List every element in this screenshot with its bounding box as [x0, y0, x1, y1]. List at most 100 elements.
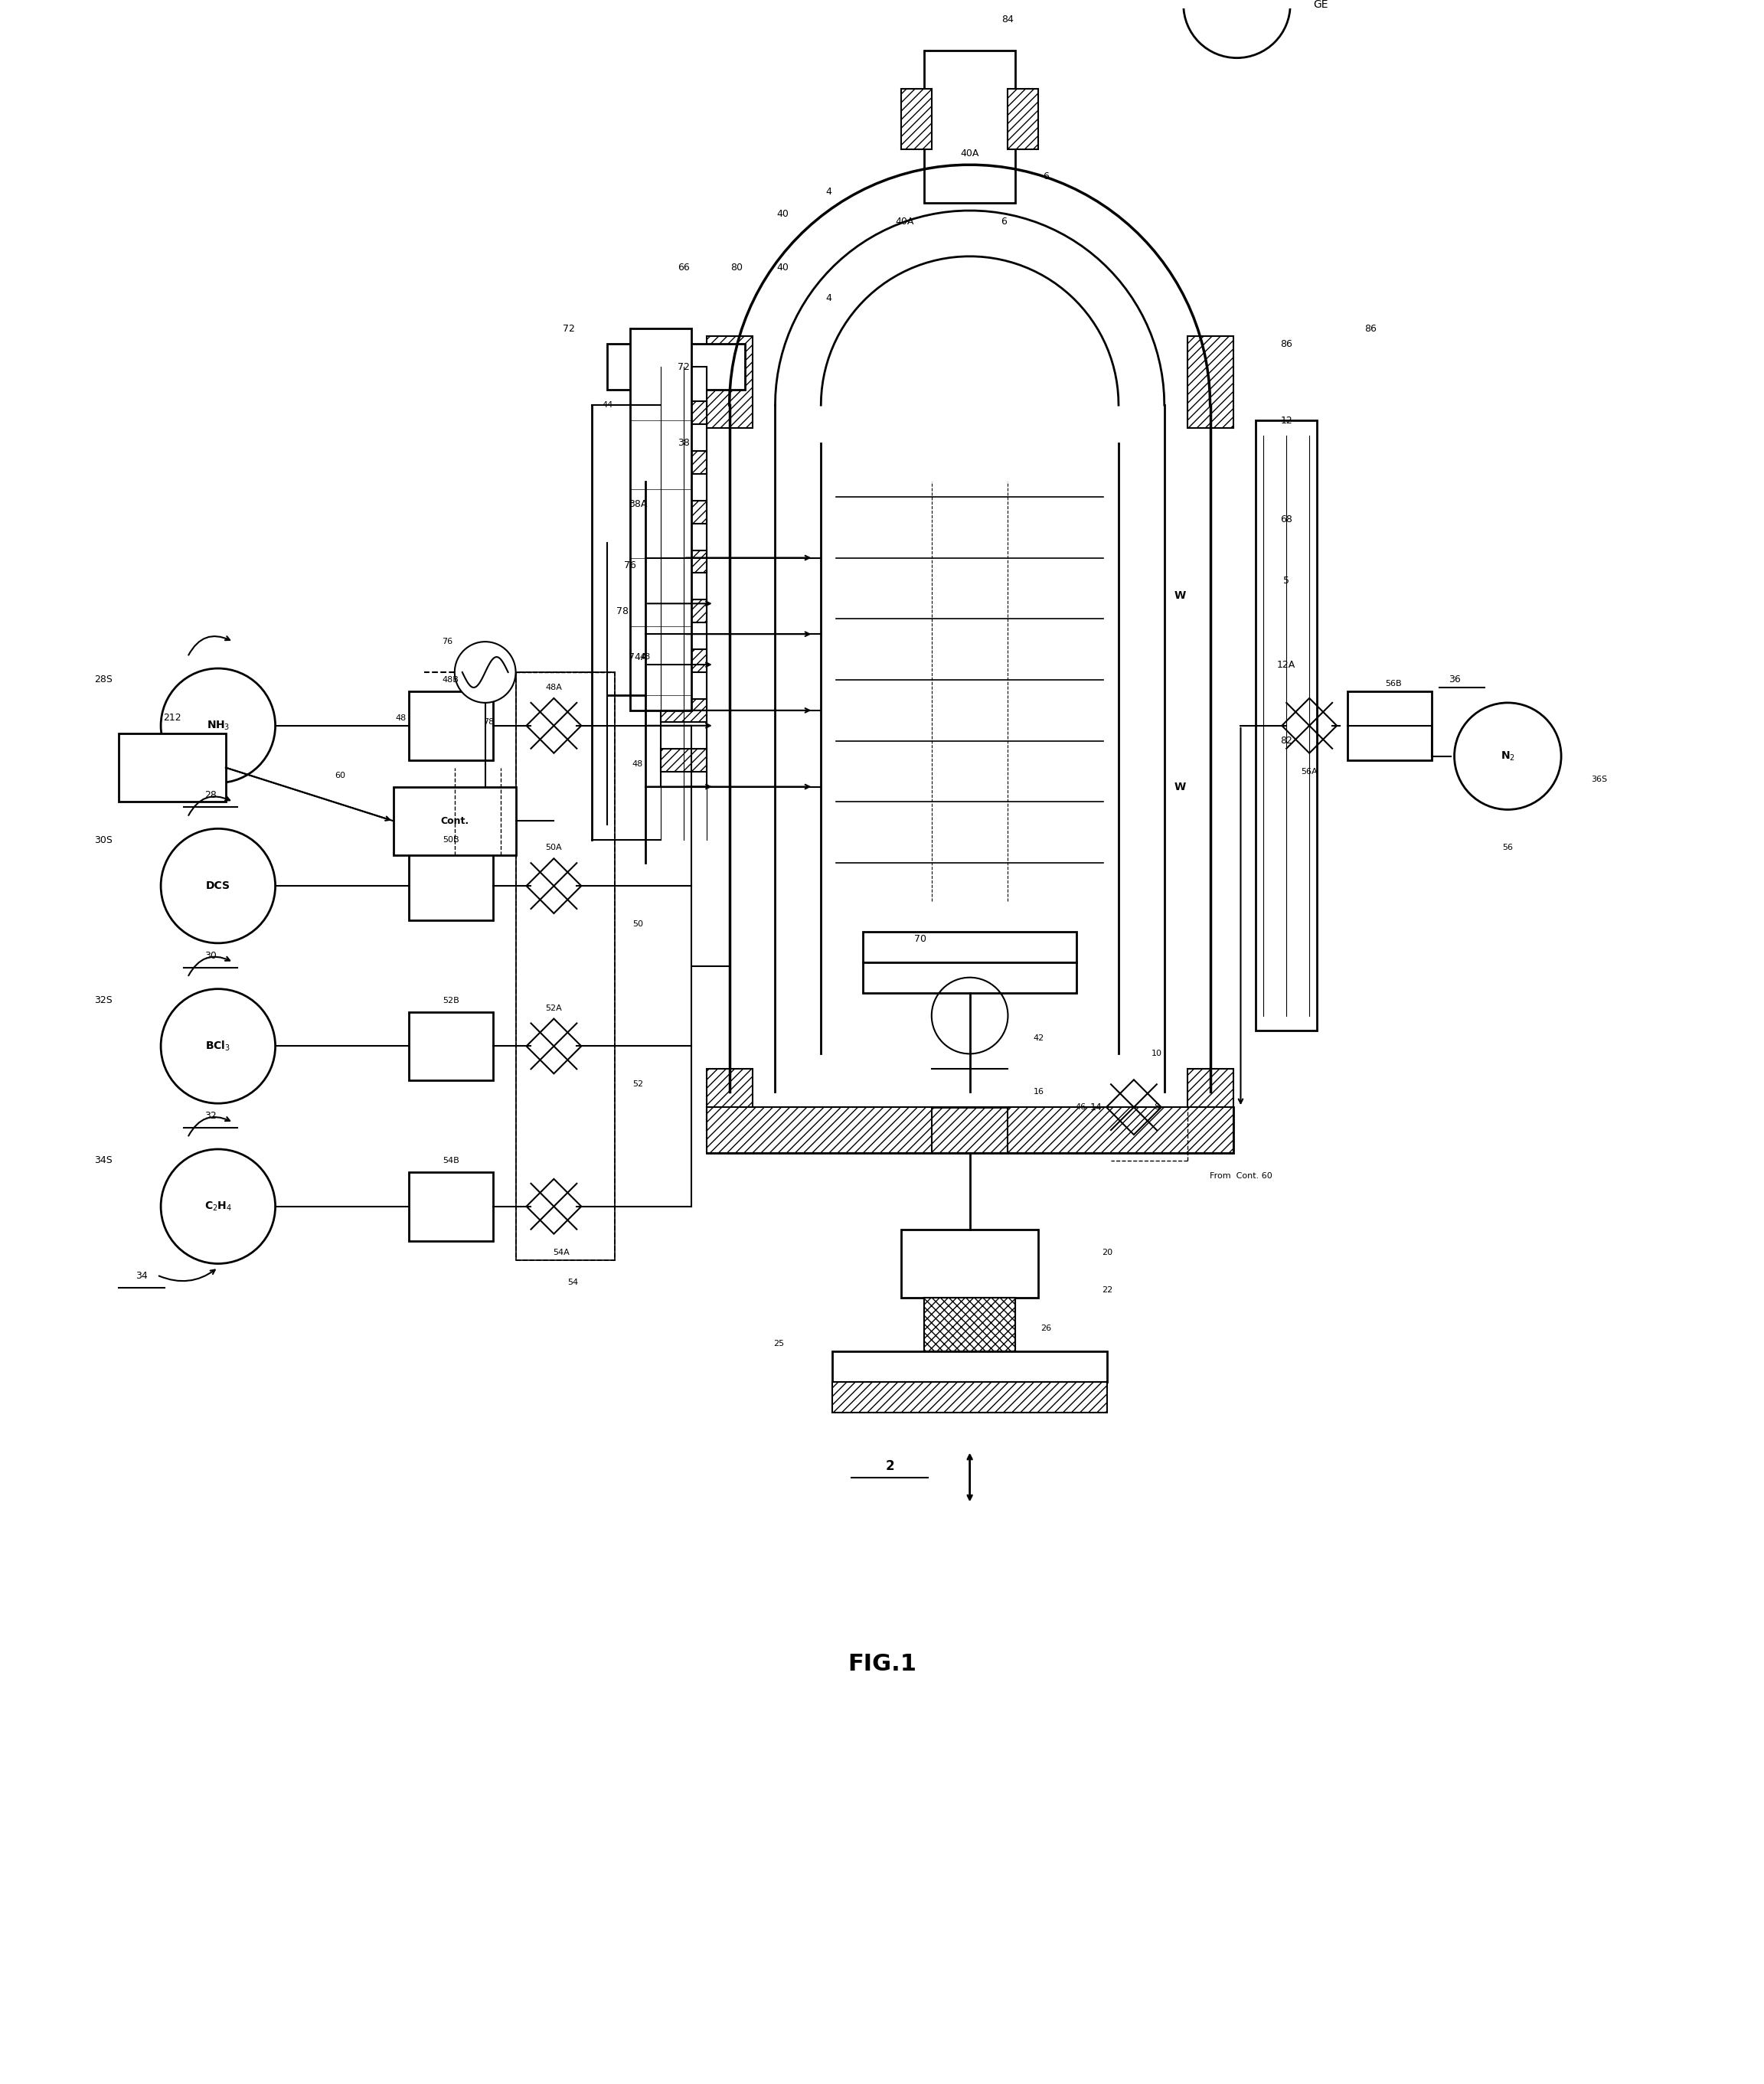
- Text: 16: 16: [1034, 1088, 1044, 1096]
- Text: 46: 46: [1074, 1102, 1087, 1111]
- Text: 70: 70: [914, 934, 926, 944]
- Text: 50A: 50A: [545, 844, 563, 852]
- Bar: [662, 367, 706, 786]
- Text: 38: 38: [677, 438, 690, 448]
- Bar: [901, 1230, 1039, 1298]
- Text: DCS: DCS: [206, 882, 231, 892]
- Text: 48: 48: [640, 652, 651, 661]
- Text: 40: 40: [776, 263, 789, 273]
- Circle shape: [161, 829, 275, 944]
- Text: 50B: 50B: [443, 836, 459, 844]
- Bar: [833, 1382, 1108, 1413]
- Text: 56B: 56B: [1385, 679, 1402, 688]
- Bar: [662, 698, 706, 721]
- Text: GE: GE: [1314, 0, 1328, 10]
- Text: 30S: 30S: [95, 836, 113, 846]
- Bar: [1187, 1069, 1233, 1130]
- Text: 40A: 40A: [896, 217, 914, 227]
- Bar: [515, 673, 616, 1261]
- Text: W: W: [1173, 782, 1185, 792]
- Circle shape: [1184, 0, 1289, 58]
- Text: 38A: 38A: [628, 500, 647, 508]
- Text: 10: 10: [1152, 1050, 1162, 1057]
- Bar: [662, 402, 706, 425]
- Text: 54B: 54B: [443, 1157, 459, 1165]
- Text: 48: 48: [632, 761, 644, 767]
- Bar: [630, 329, 691, 711]
- Text: 6: 6: [1002, 217, 1007, 227]
- Text: C$_2$H$_4$: C$_2$H$_4$: [205, 1200, 231, 1213]
- Text: 2: 2: [886, 1459, 894, 1473]
- Circle shape: [161, 1148, 275, 1263]
- Bar: [662, 748, 706, 771]
- Circle shape: [1454, 702, 1561, 809]
- Bar: [863, 963, 1076, 992]
- Bar: [901, 88, 931, 150]
- Text: 28: 28: [205, 790, 217, 800]
- Text: 48: 48: [395, 715, 407, 721]
- Text: 86: 86: [1364, 323, 1376, 333]
- Text: 44: 44: [602, 402, 612, 408]
- Text: 86: 86: [1281, 340, 1293, 348]
- Bar: [409, 852, 492, 921]
- Bar: [1007, 88, 1039, 150]
- Text: 25: 25: [774, 1340, 785, 1348]
- Bar: [833, 1350, 1108, 1382]
- Text: W: W: [1173, 590, 1185, 602]
- Bar: [118, 734, 226, 802]
- Text: 78: 78: [616, 606, 628, 617]
- Text: 66: 66: [677, 263, 690, 273]
- Bar: [924, 50, 1016, 202]
- Text: BCl$_3$: BCl$_3$: [205, 1040, 231, 1052]
- Bar: [706, 1107, 1233, 1152]
- Text: 80: 80: [730, 263, 743, 273]
- Text: 50: 50: [633, 921, 644, 927]
- Text: 20: 20: [1102, 1248, 1113, 1257]
- Text: 34S: 34S: [95, 1157, 113, 1165]
- Bar: [393, 786, 515, 854]
- Bar: [863, 932, 1076, 963]
- Text: From  Cont. 60: From Cont. 60: [1210, 1171, 1272, 1180]
- Text: 36S: 36S: [1591, 775, 1607, 784]
- Bar: [515, 673, 616, 1261]
- Text: 48B: 48B: [443, 675, 459, 684]
- Bar: [924, 1298, 1016, 1350]
- Bar: [706, 1069, 751, 1130]
- Bar: [924, 1298, 1016, 1350]
- Text: 42: 42: [1034, 1034, 1044, 1042]
- Bar: [662, 500, 706, 523]
- Bar: [662, 450, 706, 473]
- Text: 56A: 56A: [1302, 767, 1318, 775]
- Bar: [1187, 336, 1233, 427]
- Text: 52A: 52A: [545, 1004, 563, 1013]
- Text: 12: 12: [1281, 415, 1293, 425]
- Text: 56: 56: [1503, 844, 1514, 852]
- Text: 6: 6: [1043, 171, 1050, 181]
- Text: 74A: 74A: [628, 652, 647, 663]
- Text: 40A: 40A: [960, 148, 979, 158]
- Text: 8: 8: [1154, 1102, 1159, 1111]
- Text: 30: 30: [205, 950, 217, 961]
- Text: 32: 32: [205, 1111, 217, 1121]
- Text: 60: 60: [335, 771, 346, 779]
- Text: 78: 78: [483, 719, 494, 725]
- Text: 72: 72: [677, 363, 690, 371]
- Circle shape: [455, 642, 515, 702]
- Bar: [1256, 421, 1318, 1032]
- Bar: [1348, 692, 1431, 761]
- Bar: [409, 1013, 492, 1080]
- Bar: [662, 550, 706, 573]
- Bar: [409, 692, 492, 761]
- Text: 84: 84: [1002, 15, 1014, 25]
- Text: 48A: 48A: [545, 684, 563, 692]
- Text: 4: 4: [826, 185, 831, 196]
- Bar: [662, 650, 706, 673]
- Text: Cont.: Cont.: [441, 817, 469, 825]
- Text: 40: 40: [776, 208, 789, 219]
- Text: 82: 82: [1281, 736, 1293, 746]
- Text: 76: 76: [441, 638, 452, 646]
- Bar: [409, 1171, 492, 1240]
- Text: 72: 72: [563, 323, 575, 333]
- Text: N$_2$: N$_2$: [1501, 750, 1515, 763]
- Text: 54A: 54A: [554, 1248, 570, 1257]
